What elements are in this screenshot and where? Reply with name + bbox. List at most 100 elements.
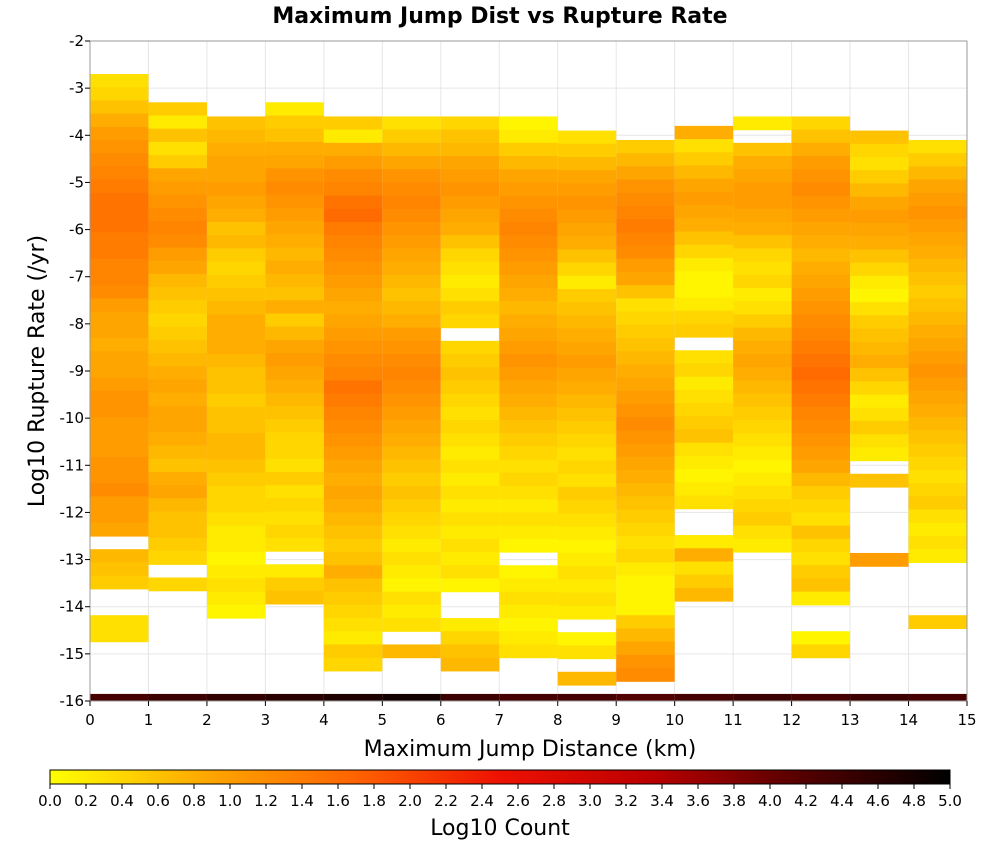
heatmap-cell (440, 525, 500, 540)
heatmap-cell (148, 247, 207, 262)
heatmap-cell (616, 536, 675, 550)
heatmap-cell (440, 248, 500, 263)
heatmap-cell (499, 433, 558, 448)
heatmap-cell (557, 394, 617, 409)
heatmap-cell (791, 274, 851, 289)
heatmap-cell (674, 244, 734, 259)
heatmap-cell (791, 433, 851, 448)
heatmap-cell (908, 456, 967, 471)
heatmap-cell (616, 192, 675, 207)
heatmap-cell (323, 446, 383, 461)
heatmap-cell (440, 486, 500, 500)
heatmap-cell (265, 432, 324, 447)
heatmap-cell (733, 235, 792, 250)
x-tick-label: 6 (436, 711, 446, 729)
heatmap-cell (733, 222, 792, 236)
heatmap-cell (733, 301, 792, 316)
heatmap-cell (674, 587, 734, 602)
heatmap-cell (148, 458, 207, 473)
heatmap-cell (499, 142, 558, 157)
heatmap-cell (733, 340, 792, 355)
heatmap-cell (90, 126, 149, 141)
heatmap-cell (674, 561, 734, 576)
heatmap-cell (908, 443, 967, 458)
heatmap-cell (148, 141, 207, 156)
heatmap-cell (382, 195, 441, 210)
heatmap-cell (382, 274, 441, 289)
heatmap-cell (850, 447, 909, 462)
colorbar-tick-label: 0.0 (38, 792, 62, 810)
y-tick-label: -13 (60, 551, 85, 569)
heatmap-cell (616, 628, 675, 643)
heatmap-cell (733, 525, 792, 540)
heatmap-cell-bottom (616, 693, 675, 701)
heatmap-cell (674, 455, 734, 470)
heatmap-cell (382, 446, 441, 461)
heatmap-cell (616, 166, 675, 181)
heatmap-cell (791, 116, 851, 131)
heatmap-cell (382, 261, 441, 276)
heatmap-cell (733, 512, 792, 527)
heatmap-cell (733, 446, 792, 461)
heatmap-cell (382, 235, 441, 250)
heatmap-cell (908, 549, 967, 563)
heatmap-cell (90, 351, 149, 365)
heatmap-cell (148, 392, 207, 407)
heatmap-cell (791, 578, 851, 593)
heatmap-cell (791, 499, 851, 514)
heatmap-cell (206, 486, 266, 500)
heatmap-cell (382, 340, 441, 355)
heatmap-cell (557, 354, 617, 369)
heatmap-cell (850, 473, 909, 488)
x-tick-label: 3 (261, 711, 271, 729)
heatmap-cell (440, 499, 500, 514)
heatmap-cell (440, 446, 500, 461)
heatmap-cell (206, 472, 266, 487)
heatmap-cell (90, 87, 149, 101)
heatmap-cell (206, 274, 266, 289)
heatmap-cell (908, 417, 967, 431)
heatmap-cells (90, 74, 967, 701)
heatmap-cell (206, 591, 266, 606)
heatmap-cell (557, 552, 617, 567)
heatmap-cell (791, 552, 851, 566)
heatmap-cell (265, 339, 324, 354)
heatmap-cell (791, 222, 851, 236)
heatmap-cell (499, 314, 558, 329)
x-axis-ticks: 0 1 2 3 4 5 6 7 8 9 10 11 12 13 14 15 (85, 701, 977, 729)
colorbar-tick-label: 4.2 (794, 792, 818, 810)
heatmap-cell (557, 183, 617, 198)
heatmap-cell (850, 156, 909, 171)
heatmap-cell (206, 129, 266, 144)
heatmap-cell (382, 644, 441, 659)
heatmap-cell (791, 169, 851, 184)
heatmap-cell (265, 419, 324, 433)
heatmap-cell (791, 248, 851, 263)
heatmap-cell (616, 417, 675, 431)
x-tick-label: 2 (202, 711, 212, 729)
heatmap-cell (557, 645, 617, 660)
x-tick-label: 4 (319, 711, 329, 729)
heatmap-cell (148, 498, 207, 513)
heatmap-cell (265, 102, 324, 117)
heatmap-cell (382, 525, 441, 540)
heatmap-cell (382, 393, 441, 408)
heatmap-cell (382, 459, 441, 474)
heatmap-cell (499, 406, 558, 421)
x-axis-label: Maximum Jump Distance (km) (364, 737, 697, 762)
heatmap-cell (206, 406, 266, 421)
heatmap-cell (265, 392, 324, 407)
heatmap-cell (440, 631, 500, 646)
heatmap-cell (499, 274, 558, 289)
heatmap-cell (382, 499, 441, 514)
heatmap-cell-bottom (206, 693, 266, 701)
heatmap-cell (265, 366, 324, 381)
heatmap-cell-bottom (90, 693, 149, 701)
heatmap-cell (557, 143, 617, 158)
heatmap-cell (557, 460, 617, 475)
heatmap-cell (499, 380, 558, 395)
heatmap-cell (499, 182, 558, 197)
heatmap-cell (440, 288, 500, 302)
heatmap-cell (791, 367, 851, 382)
heatmap-cell (440, 354, 500, 368)
